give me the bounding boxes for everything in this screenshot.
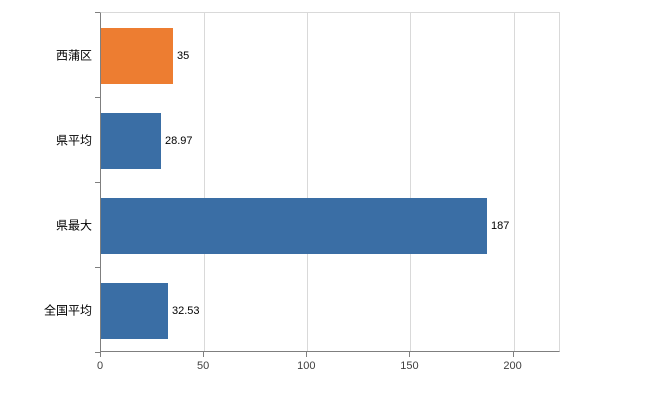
category-label-県最大: 県最大 bbox=[55, 218, 92, 232]
bar-県平均 bbox=[101, 113, 161, 169]
y-axis-tick bbox=[95, 97, 100, 98]
y-axis-tick bbox=[95, 12, 100, 13]
bar-value-label: 32.53 bbox=[172, 304, 200, 317]
y-axis-tick bbox=[95, 182, 100, 183]
bar-全国平均 bbox=[101, 283, 168, 339]
y-axis-tick bbox=[95, 352, 100, 353]
x-axis-tick bbox=[100, 352, 101, 357]
y-axis-tick bbox=[95, 267, 100, 268]
bar-value-label: 187 bbox=[491, 219, 510, 232]
x-axis-tick bbox=[512, 352, 514, 357]
bar-県最大 bbox=[101, 198, 487, 254]
bar-value-label: 35 bbox=[177, 49, 190, 62]
x-tick-label: 0 bbox=[96, 360, 104, 372]
x-axis-tick bbox=[409, 352, 411, 357]
category-label-県平均: 県平均 bbox=[55, 133, 92, 147]
x-axis-tick bbox=[203, 352, 205, 357]
gridline-x-150 bbox=[410, 13, 412, 351]
x-tick-label: 200 bbox=[503, 360, 522, 372]
gridline-x-50 bbox=[204, 13, 206, 351]
x-tick-label: 50 bbox=[197, 360, 210, 372]
bar-value-label: 28.97 bbox=[165, 134, 193, 147]
gridline-x-100 bbox=[307, 13, 309, 351]
x-tick-label: 150 bbox=[400, 360, 419, 372]
category-label-全国平均: 全国平均 bbox=[43, 303, 92, 317]
gridline-x-200 bbox=[513, 13, 515, 351]
x-tick-label: 100 bbox=[297, 360, 316, 372]
category-label-西蒲区: 西蒲区 bbox=[55, 48, 92, 62]
plot-area: 35 28.97 187 32.53 bbox=[100, 12, 560, 352]
bar-西蒲区 bbox=[101, 28, 173, 84]
x-axis-tick bbox=[306, 352, 308, 357]
